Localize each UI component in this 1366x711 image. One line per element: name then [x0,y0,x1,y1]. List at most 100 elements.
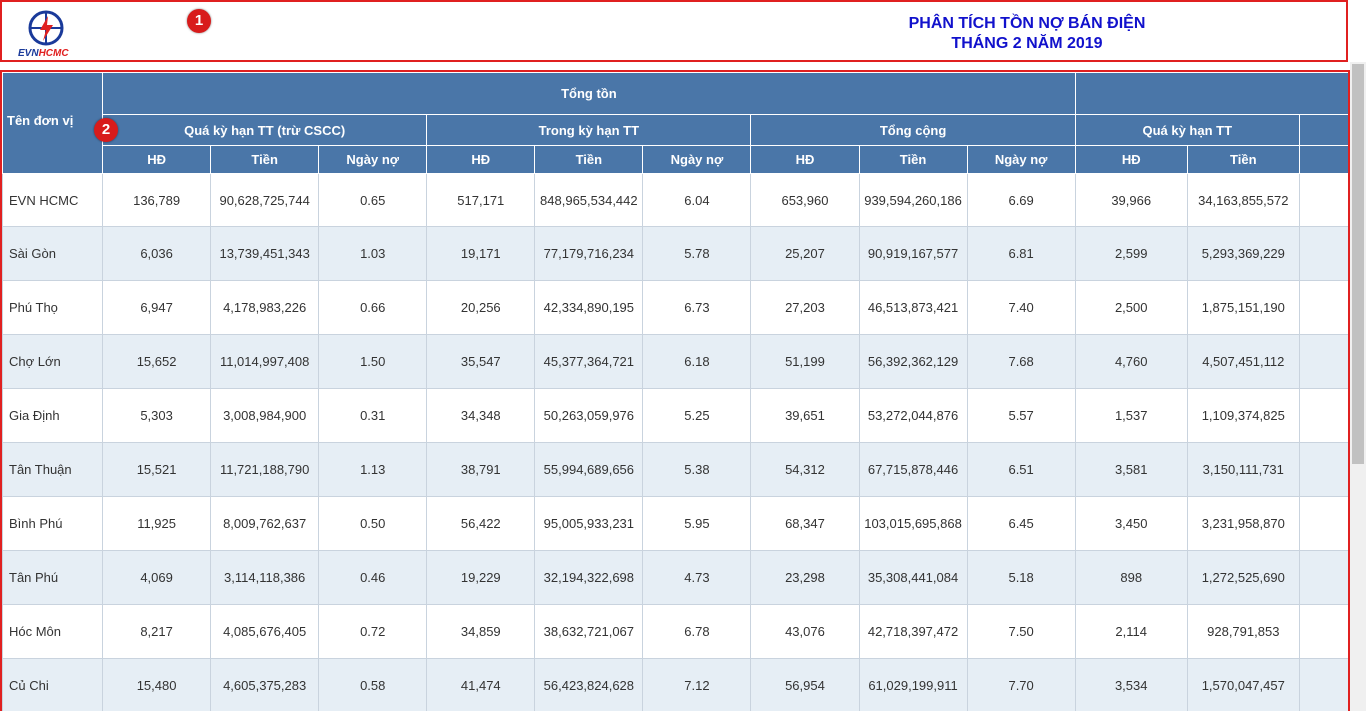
value-cell: 11,925 [102,496,212,551]
value-cell: 39,966 [1074,173,1188,227]
column-header: Tiền [534,145,644,174]
value-cell: 95,005,933,231 [534,496,644,551]
table-row: Sài Gòn 6,036 13,739,451,343 1.03 19,171 77,1… [2,226,1348,281]
value-cell: 7.50 [966,604,1076,659]
value-cell: 38,791 [426,442,536,497]
value-cell: 42,718,397,472 [858,604,968,659]
table-row: Tân Thuận 15,521 11,721,188,790 1.13 38,791 5… [2,442,1348,497]
value-cell: 35,547 [426,334,536,389]
value-cell: 77,179,716,234 [534,226,644,281]
value-cell: 515 [1298,173,1348,227]
value-cell: 2,114 [1074,604,1188,659]
scrollbar-thumb[interactable] [1352,64,1364,464]
report-title: PHÂN TÍCH TỒN NỢ BÁN ĐIỆN THÁNG 2 NĂM 20… [802,14,1252,54]
value-cell: 4,085,676,405 [210,604,320,659]
value-cell: 7.40 [966,280,1076,335]
subgroup-total-header: Tổng cộng [750,114,1076,146]
table-row: Gia Định 5,303 3,008,984,900 0.31 34,348 50,2… [2,388,1348,443]
value-cell: 53,272,044,876 [858,388,968,443]
value-cell: 35 [1298,334,1348,389]
value-cell: 19 [1298,226,1348,281]
value-cell: 61,029,199,911 [858,658,968,711]
column-header: Tiền [1186,145,1300,174]
logo-text-hcmc: HCMC [38,48,69,59]
value-cell: 43,076 [750,604,860,659]
value-cell: 32,194,322,698 [534,550,644,605]
column-header: HĐ [102,145,212,174]
column-header: Ngày nợ [318,145,428,174]
value-cell: 6.18 [642,334,752,389]
value-cell: 41,474 [426,658,536,711]
subgroup-header-blank [1298,114,1348,146]
column-header: Ngày nợ [966,145,1076,174]
value-cell: 8,009,762,637 [210,496,320,551]
value-cell: 6.69 [966,173,1076,227]
value-cell: 3,008,984,900 [210,388,320,443]
table-row: EVN HCMC 136,789 90,628,725,744 0.65 517,171… [2,173,1348,227]
unit-name-cell: Gia Định [2,388,104,443]
value-cell: 0.65 [318,173,428,227]
value-cell: 6.04 [642,173,752,227]
value-cell: 5.95 [642,496,752,551]
value-cell: 4.73 [642,550,752,605]
value-cell: 6,947 [102,280,212,335]
value-cell: 34,859 [426,604,536,659]
value-cell: 939,594,260,186 [858,173,968,227]
value-cell: 38,632,721,067 [534,604,644,659]
value-cell: 34,163,855,572 [1186,173,1300,227]
unit-name-cell: Sài Gòn [2,226,104,281]
value-cell: 46,513,873,421 [858,280,968,335]
table-row: Chợ Lớn 15,652 11,014,997,408 1.50 35,547 45,… [2,334,1348,389]
value-cell: 23,298 [750,550,860,605]
value-cell: 27,203 [750,280,860,335]
value-cell: 6.78 [642,604,752,659]
value-cell: 90,919,167,577 [858,226,968,281]
value-cell: 25,207 [750,226,860,281]
value-cell: 56 [1298,496,1348,551]
value-cell: 8,217 [102,604,212,659]
report-header: EVNHCMC PHÂN TÍCH TỒN NỢ BÁN ĐIỆN THÁNG … [0,0,1348,62]
value-cell: 34 [1298,604,1348,659]
value-cell: 848,965,534,442 [534,173,644,227]
value-cell: 7.68 [966,334,1076,389]
value-cell: 5.78 [642,226,752,281]
value-cell: 55,994,689,656 [534,442,644,497]
value-cell: 4,069 [102,550,212,605]
table-row: Hóc Môn 8,217 4,085,676,405 0.72 34,859 38,63… [2,604,1348,659]
value-cell: 3,231,958,870 [1186,496,1300,551]
unit-name-cell: Phú Thọ [2,280,104,335]
value-cell: 0.72 [318,604,428,659]
value-cell: 39,651 [750,388,860,443]
value-cell: 56,392,362,129 [858,334,968,389]
group-header-total: Tổng tồn [102,72,1076,115]
value-cell: 15,521 [102,442,212,497]
value-cell: 19,171 [426,226,536,281]
value-cell: 41 [1298,658,1348,711]
value-cell: 103,015,695,868 [858,496,968,551]
subgroup-overdue-header-2: Quá kỳ hạn TT [1074,114,1300,146]
value-cell: 90,628,725,744 [210,173,320,227]
value-cell: 7.12 [642,658,752,711]
column-header: Ngày nợ [642,145,752,174]
value-cell: 4,760 [1074,334,1188,389]
value-cell: 67,715,878,446 [858,442,968,497]
annotation-badge-1: 1 [187,9,211,33]
value-cell: 11,014,997,408 [210,334,320,389]
value-cell: 3,581 [1074,442,1188,497]
value-cell: 19 [1298,550,1348,605]
value-cell: 56,422 [426,496,536,551]
report-title-line2: THÁNG 2 NĂM 2019 [951,35,1103,52]
value-cell: 3,150,111,731 [1186,442,1300,497]
value-cell: 1.03 [318,226,428,281]
value-cell: 6.73 [642,280,752,335]
value-cell: 6,036 [102,226,212,281]
value-cell: 0.58 [318,658,428,711]
unit-name-cell: Chợ Lớn [2,334,104,389]
value-cell: 15,652 [102,334,212,389]
value-cell: 4,605,375,283 [210,658,320,711]
value-cell: 4,178,983,226 [210,280,320,335]
value-cell: 3,534 [1074,658,1188,711]
column-header: HĐ [1074,145,1188,174]
column-header: H [1298,145,1348,174]
value-cell: 0.31 [318,388,428,443]
